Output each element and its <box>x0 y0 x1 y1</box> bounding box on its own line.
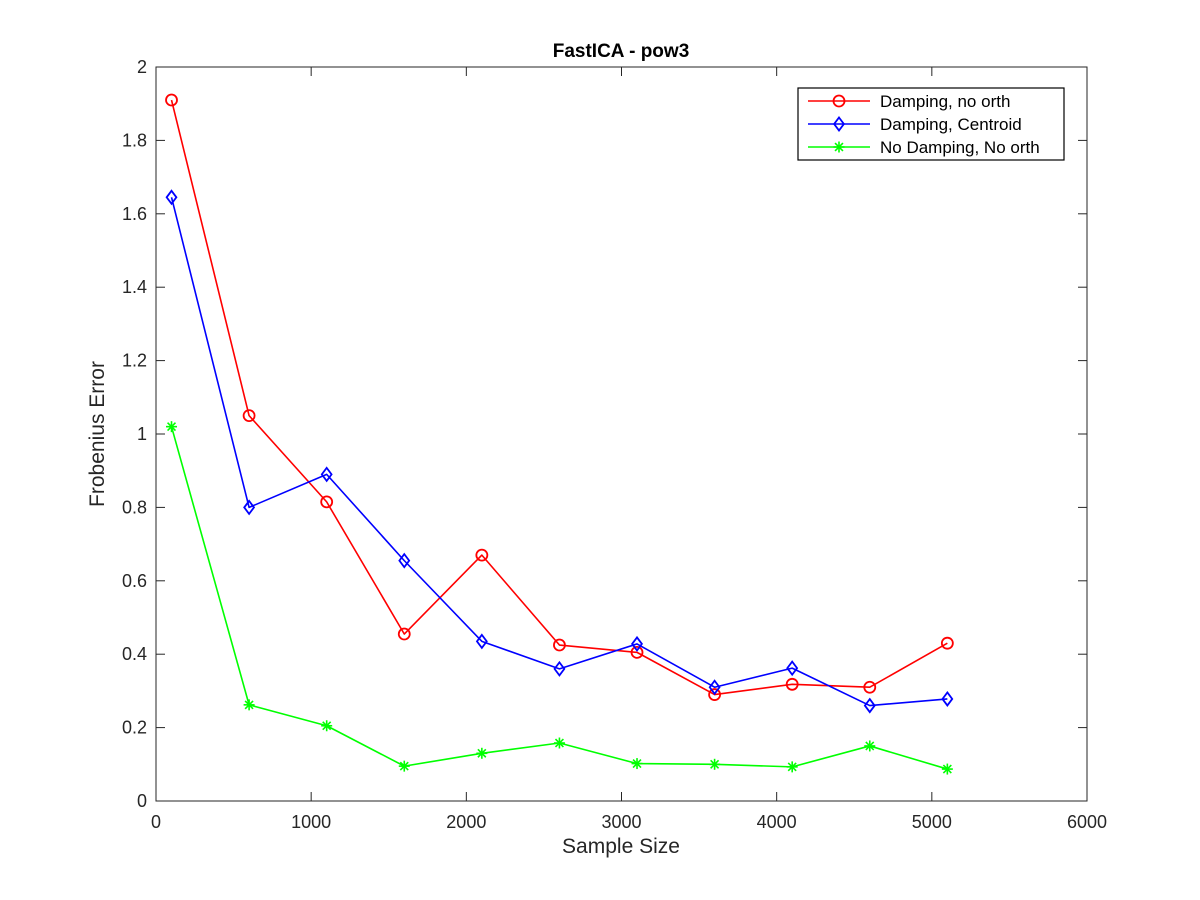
data-point-diamond <box>631 635 644 652</box>
legend: Damping, no orth Damping, Centroid No Damp… <box>797 87 1065 161</box>
data-point-circle <box>242 409 256 423</box>
x-tick-label: 5000 <box>912 812 952 832</box>
asterisk-marker-stroke <box>834 142 844 152</box>
data-point-diamond <box>243 499 256 516</box>
y-tick-label: 2 <box>137 57 147 77</box>
x-tick-label: 4000 <box>757 812 797 832</box>
data-point-asterisk <box>321 720 333 732</box>
data-series <box>165 93 954 775</box>
y-tick-label: 1.6 <box>122 204 147 224</box>
x-tick-label: 2000 <box>446 812 486 832</box>
legend-marker-circle <box>832 94 846 108</box>
series-line <box>170 426 948 770</box>
series-line <box>170 197 948 707</box>
data-point-circle <box>863 680 877 694</box>
asterisk-marker-stroke <box>477 748 487 758</box>
y-tick-label: 0.2 <box>122 718 147 738</box>
x-tick-label: 6000 <box>1067 812 1107 832</box>
plot-frame <box>155 66 1088 802</box>
data-point-circle <box>785 677 799 691</box>
y-tick-label: 1.4 <box>122 277 147 297</box>
data-point-diamond <box>398 552 411 569</box>
asterisk-marker-stroke <box>942 764 952 774</box>
x-axis-label: Sample Size <box>562 835 680 858</box>
asterisk-marker-stroke <box>632 759 642 769</box>
asterisk-marker-stroke <box>244 700 254 710</box>
chart-title: FastICA - pow3 <box>553 41 690 62</box>
data-point-circle <box>553 638 566 652</box>
data-point-circle <box>940 636 954 650</box>
data-point-asterisk <box>243 699 255 711</box>
legend-marker-asterisk <box>833 141 845 153</box>
y-tick-label: 0.8 <box>122 497 147 517</box>
x-tick-label: 3000 <box>601 812 641 832</box>
series-3 <box>166 421 953 775</box>
data-point-circle <box>165 93 178 107</box>
legend-label: Damping, Centroid <box>880 115 1022 134</box>
data-point-circle <box>320 495 334 509</box>
data-point-diamond <box>863 697 876 714</box>
asterisk-marker-stroke <box>865 741 875 751</box>
series-1 <box>165 93 954 701</box>
data-point-asterisk <box>709 758 721 770</box>
legend-item-2: Damping, Centroid <box>808 115 1022 134</box>
series-2 <box>165 189 954 714</box>
y-tick-label: 0.6 <box>122 571 147 591</box>
data-point-asterisk <box>553 737 565 749</box>
y-tick-label: 1 <box>137 424 147 444</box>
data-point-asterisk <box>166 421 178 433</box>
legend-label: Damping, no orth <box>880 92 1010 111</box>
data-point-diamond <box>941 690 954 707</box>
data-point-diamond <box>786 660 799 677</box>
data-point-asterisk <box>941 763 953 775</box>
data-point-diamond <box>553 660 566 677</box>
data-point-diamond <box>475 633 488 650</box>
asterisk-marker-stroke <box>322 721 332 731</box>
legend-label: No Damping, No orth <box>880 138 1040 157</box>
y-tick-label: 0 <box>137 791 147 811</box>
x-tick-label: 1000 <box>291 812 331 832</box>
data-point-asterisk <box>786 761 798 773</box>
data-point-circle <box>630 645 644 659</box>
asterisk-marker-stroke <box>399 761 409 771</box>
data-point-circle <box>708 688 721 701</box>
data-point-asterisk <box>864 740 876 752</box>
legend-marker-diamond <box>833 116 845 132</box>
data-point-diamond <box>320 466 333 483</box>
data-point-asterisk <box>398 760 410 772</box>
y-tick-label: 1.8 <box>122 130 147 150</box>
x-tick-label: 0 <box>151 812 161 832</box>
data-point-diamond <box>165 189 178 206</box>
asterisk-marker-stroke <box>554 738 564 748</box>
asterisk-marker-stroke <box>710 759 720 769</box>
asterisk-marker-stroke <box>166 422 177 432</box>
y-axis-label: Frobenius Error <box>86 361 109 507</box>
axes: 0 1000 2000 3000 4000 5000 6000 0 0.2 0.4 0.6 0.8 1 1… <box>122 57 1107 832</box>
y-tick-label: 0.4 <box>122 644 147 664</box>
legend-item-3: No Damping, No orth <box>808 138 1040 157</box>
legend-item-1: Damping, no orth <box>808 92 1010 111</box>
data-point-asterisk <box>631 758 643 770</box>
data-point-circle <box>475 548 489 562</box>
data-point-diamond <box>708 679 721 696</box>
asterisk-marker-stroke <box>787 762 797 772</box>
series-line <box>170 99 948 696</box>
y-tick-label: 1.2 <box>122 351 147 371</box>
data-point-asterisk <box>476 747 488 759</box>
data-point-circle <box>397 627 411 641</box>
